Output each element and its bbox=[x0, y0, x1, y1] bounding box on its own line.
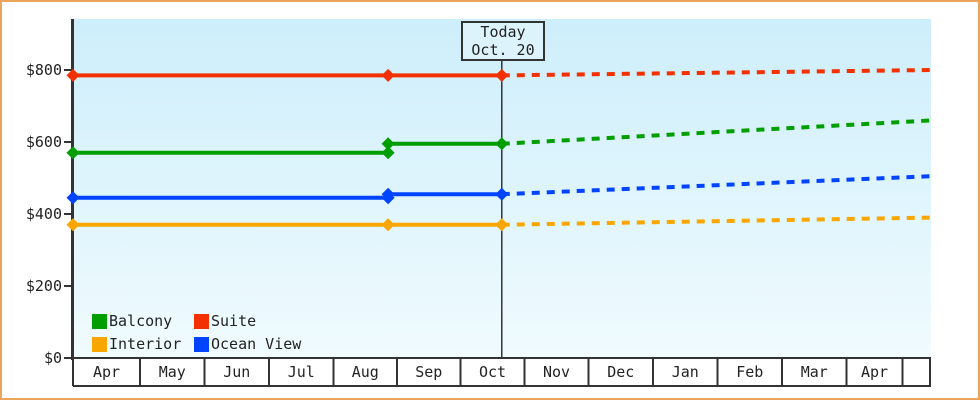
legend-item-suite: Suite bbox=[194, 312, 301, 330]
y-tick-label: $200 bbox=[26, 277, 62, 295]
data-point-marker-balcony bbox=[495, 137, 509, 151]
data-point-marker-interior bbox=[66, 218, 80, 232]
data-point-marker-balcony bbox=[381, 137, 395, 151]
legend-swatch-balcony bbox=[92, 313, 107, 329]
legend-item-interior: Interior bbox=[92, 335, 182, 353]
legend-label: Suite bbox=[211, 312, 257, 330]
data-point-marker-ocean-view bbox=[66, 191, 80, 205]
data-point-marker-suite bbox=[381, 68, 395, 82]
month-label: Mar bbox=[801, 363, 828, 381]
today-marker-box: Today Oct. 20 bbox=[461, 21, 545, 61]
y-tick-label: $400 bbox=[26, 205, 62, 223]
month-label: Oct bbox=[479, 363, 506, 381]
data-point-marker-balcony bbox=[381, 146, 395, 160]
month-label: Nov bbox=[543, 363, 570, 381]
legend-item-balcony: Balcony bbox=[92, 312, 182, 330]
data-point-marker-balcony bbox=[66, 146, 80, 160]
month-label: Aug bbox=[352, 363, 379, 381]
data-point-marker-ocean-view bbox=[381, 187, 395, 201]
today-label: Today bbox=[480, 23, 526, 41]
month-label: Sep bbox=[415, 363, 442, 381]
chart-legend: Balcony Suite Interior Ocean View bbox=[92, 312, 301, 353]
legend-label: Ocean View bbox=[211, 335, 302, 353]
y-tick-label: $800 bbox=[26, 61, 62, 79]
series-forecast-ocean-view bbox=[501, 174, 932, 197]
legend-label: Interior bbox=[109, 335, 182, 353]
legend-label: Balcony bbox=[109, 312, 173, 330]
month-label: Feb bbox=[736, 363, 763, 381]
legend-swatch-suite bbox=[194, 313, 209, 329]
data-point-marker-suite bbox=[495, 68, 509, 82]
legend-swatch-ocean-view bbox=[194, 336, 209, 352]
data-point-marker-interior bbox=[381, 218, 395, 232]
legend-item-ocean-view: Ocean View bbox=[194, 335, 301, 353]
month-label: Apr bbox=[861, 363, 888, 381]
series-forecast-balcony bbox=[501, 118, 932, 146]
y-tick-label: $600 bbox=[26, 133, 62, 151]
data-point-marker-suite bbox=[66, 68, 80, 82]
month-label: Jul bbox=[288, 363, 315, 381]
month-label: Apr bbox=[93, 363, 120, 381]
month-label: Dec bbox=[607, 363, 634, 381]
month-band bbox=[73, 358, 931, 386]
month-label: May bbox=[159, 363, 186, 381]
data-point-marker-interior bbox=[495, 218, 509, 232]
today-date: Oct. 20 bbox=[471, 41, 535, 59]
month-label: Jun bbox=[223, 363, 250, 381]
legend-swatch-interior bbox=[92, 336, 107, 352]
series-forecast-interior bbox=[501, 215, 932, 227]
month-label: Jan bbox=[672, 363, 699, 381]
series-forecast-suite bbox=[501, 68, 932, 78]
y-tick-label: $0 bbox=[44, 349, 62, 367]
data-point-marker-ocean-view bbox=[495, 187, 509, 201]
